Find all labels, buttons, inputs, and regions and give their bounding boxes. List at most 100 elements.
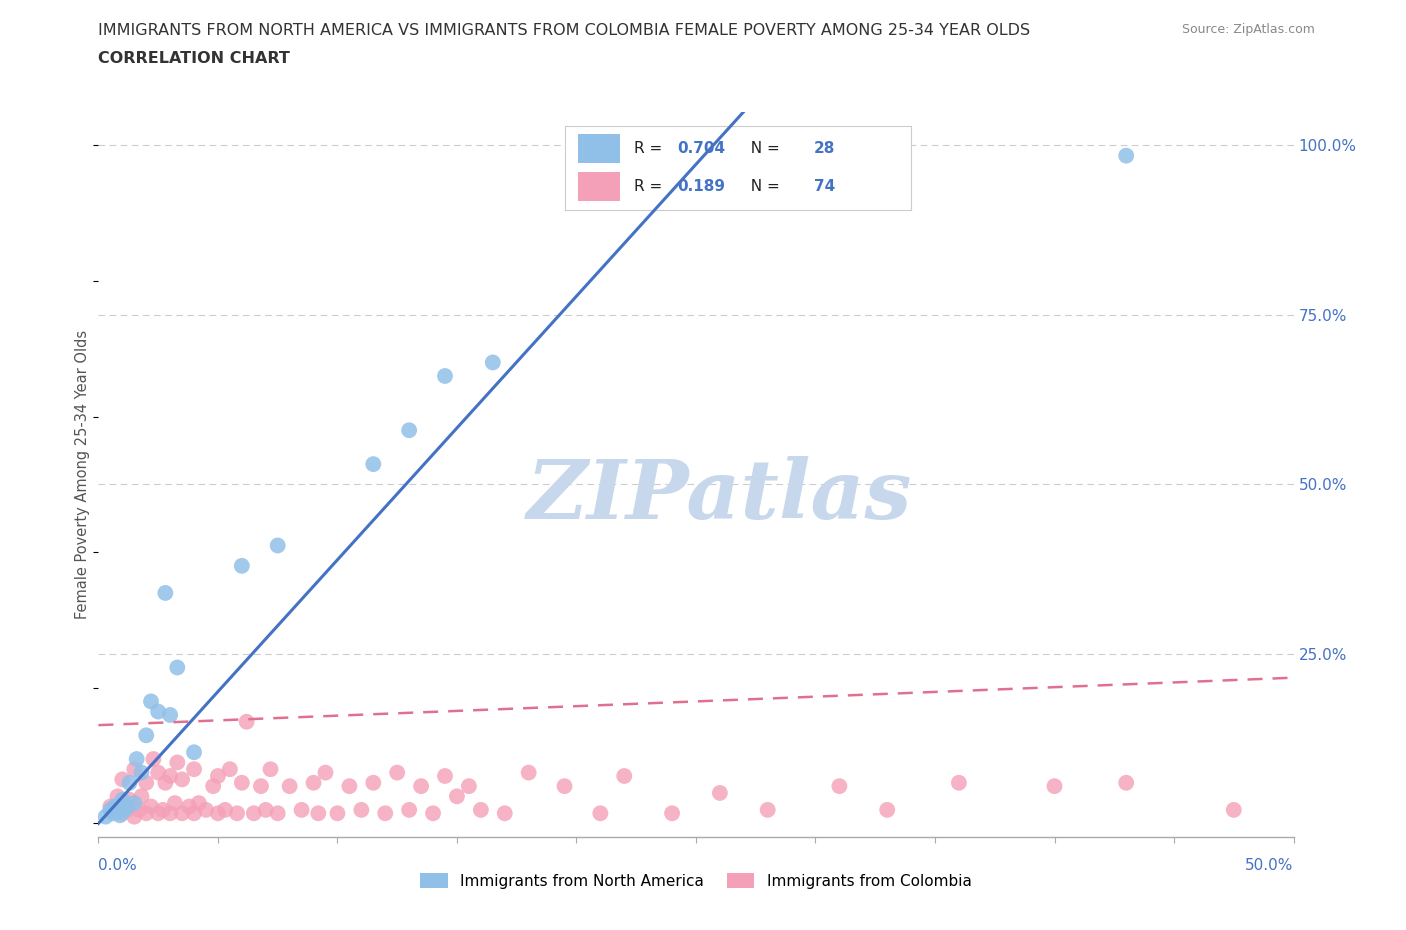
Point — [948, 776, 970, 790]
Point — [148, 704, 170, 719]
Point — [163, 796, 186, 811]
Point — [124, 762, 146, 777]
Point — [111, 772, 134, 787]
Point — [148, 805, 170, 820]
Point — [155, 586, 177, 601]
Point — [135, 776, 157, 790]
Point — [231, 776, 253, 790]
Point — [267, 805, 290, 820]
Point — [124, 796, 146, 811]
Point — [135, 728, 157, 743]
Point — [111, 805, 134, 820]
Point — [202, 778, 225, 793]
Point — [166, 755, 188, 770]
Point — [107, 804, 129, 818]
Point — [108, 808, 131, 823]
Legend: Immigrants from North America, Immigrants from Colombia: Immigrants from North America, Immigrant… — [415, 867, 977, 895]
Point — [458, 778, 481, 793]
Point — [104, 799, 127, 814]
Point — [166, 660, 188, 675]
Point — [214, 803, 236, 817]
Text: CORRELATION CHART: CORRELATION CHART — [98, 51, 290, 66]
Point — [250, 778, 273, 793]
Point — [124, 809, 146, 824]
Point — [98, 803, 122, 817]
Point — [433, 368, 456, 383]
Point — [172, 805, 194, 820]
Point — [267, 538, 290, 553]
Point — [481, 355, 505, 370]
Point — [302, 776, 325, 790]
Point — [363, 457, 385, 472]
Point — [661, 805, 683, 820]
Point — [207, 768, 229, 783]
Point — [118, 776, 141, 790]
Text: IMMIGRANTS FROM NORTH AMERICA VS IMMIGRANTS FROM COLOMBIA FEMALE POVERTY AMONG 2: IMMIGRANTS FROM NORTH AMERICA VS IMMIGRA… — [98, 23, 1031, 38]
Point — [307, 805, 329, 820]
Point — [554, 778, 576, 793]
Point — [1115, 776, 1137, 790]
Text: 0.0%: 0.0% — [98, 857, 138, 872]
Point — [828, 778, 851, 793]
Point — [101, 805, 124, 820]
Point — [194, 803, 218, 817]
Point — [259, 762, 281, 777]
Text: ZIPatlas: ZIPatlas — [527, 456, 912, 536]
Point — [183, 762, 205, 777]
Point — [398, 423, 420, 438]
Point — [152, 803, 174, 817]
Point — [131, 789, 153, 804]
Point — [1115, 148, 1137, 163]
Point — [374, 805, 396, 820]
Point — [139, 694, 162, 709]
Point — [179, 799, 201, 814]
Text: 50.0%: 50.0% — [1246, 857, 1294, 872]
Point — [350, 803, 373, 817]
Point — [433, 768, 456, 783]
Point — [756, 803, 779, 817]
Point — [385, 765, 409, 780]
Point — [155, 776, 177, 790]
Point — [363, 776, 385, 790]
Point — [315, 765, 337, 780]
Point — [172, 772, 194, 787]
Point — [339, 778, 360, 793]
Point — [411, 778, 433, 793]
Point — [1043, 778, 1066, 793]
Point — [494, 805, 516, 820]
Point — [114, 803, 136, 817]
Point — [517, 765, 540, 780]
Point — [125, 751, 148, 766]
Point — [135, 805, 157, 820]
Point — [159, 768, 181, 783]
Point — [243, 805, 266, 820]
Point — [142, 751, 165, 766]
Point — [226, 805, 249, 820]
Point — [107, 789, 129, 804]
Point — [446, 789, 468, 804]
Point — [94, 809, 117, 824]
Point — [111, 792, 134, 807]
Point — [207, 805, 229, 820]
Point — [876, 803, 898, 817]
Point — [278, 778, 301, 793]
Point — [159, 708, 181, 723]
Point — [709, 138, 731, 153]
Point — [131, 765, 153, 780]
Point — [183, 745, 205, 760]
Point — [422, 805, 444, 820]
Point — [98, 799, 122, 814]
Point — [613, 768, 636, 783]
Point — [183, 805, 205, 820]
Y-axis label: Female Poverty Among 25-34 Year Olds: Female Poverty Among 25-34 Year Olds — [75, 330, 90, 618]
Point — [291, 803, 314, 817]
Point — [470, 803, 492, 817]
Point — [115, 799, 138, 814]
Point — [235, 714, 257, 729]
Point — [589, 805, 612, 820]
Point — [115, 803, 138, 817]
Point — [219, 762, 242, 777]
Text: Source: ZipAtlas.com: Source: ZipAtlas.com — [1181, 23, 1315, 36]
Point — [118, 792, 141, 807]
Point — [128, 803, 150, 817]
